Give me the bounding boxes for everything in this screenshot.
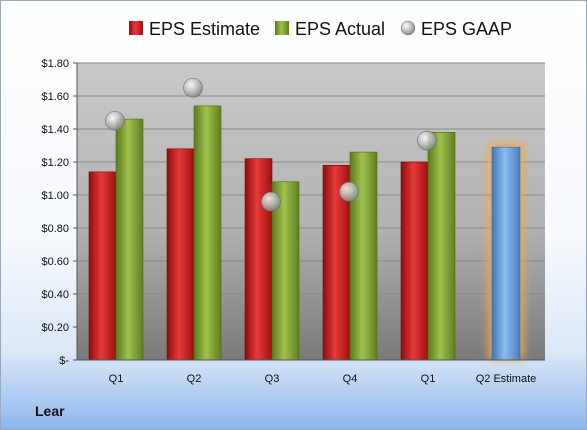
legend-label: EPS GAAP <box>421 19 512 39</box>
x-tick-label: Q1 <box>109 373 124 385</box>
eps-estimate-bar <box>166 148 195 361</box>
eps-estimate-bar <box>244 158 273 361</box>
eps-gaap-point <box>183 77 203 98</box>
legend-label: EPS Actual <box>295 19 385 39</box>
legend-swatch <box>129 21 143 35</box>
y-tick-label: $1.80 <box>41 58 69 70</box>
y-tick-label: $0.40 <box>41 289 69 301</box>
eps-actual-bar <box>427 132 456 361</box>
company-label: Lear <box>35 403 65 419</box>
y-tick-label: $0.60 <box>41 256 69 268</box>
plot-area <box>77 63 545 360</box>
eps-actual-bar <box>349 151 378 361</box>
eps-estimate-bar <box>400 161 429 361</box>
eps-estimate-q2-bar <box>491 146 521 361</box>
eps-gaap-point <box>105 110 125 131</box>
eps-actual-bar <box>193 105 222 361</box>
x-tick-label: Q2 Estimate <box>476 373 537 385</box>
y-tick-label: $0.80 <box>41 223 69 235</box>
legend-swatch <box>275 21 289 35</box>
eps-actual-bar <box>271 181 300 361</box>
eps-gaap-point <box>417 130 437 151</box>
eps-actual-bar <box>115 118 144 361</box>
y-tick-label: $1.40 <box>41 124 69 136</box>
y-tick-label: $- <box>59 355 69 367</box>
y-tick-label: $1.00 <box>41 190 69 202</box>
x-tick-label: Q2 <box>187 373 202 385</box>
x-tick-label: Q3 <box>265 373 280 385</box>
y-tick-label: $1.20 <box>41 157 69 169</box>
y-tick-label: $1.60 <box>41 91 69 103</box>
eps-gaap-point <box>339 181 359 202</box>
eps-estimate-bar <box>88 171 117 361</box>
legend-swatch <box>400 20 416 36</box>
x-tick-label: Q4 <box>343 373 358 385</box>
y-tick-label: $0.20 <box>41 322 69 334</box>
legend-label: EPS Estimate <box>149 19 260 39</box>
eps-gaap-point <box>261 191 281 212</box>
x-tick-label: Q1 <box>421 373 436 385</box>
